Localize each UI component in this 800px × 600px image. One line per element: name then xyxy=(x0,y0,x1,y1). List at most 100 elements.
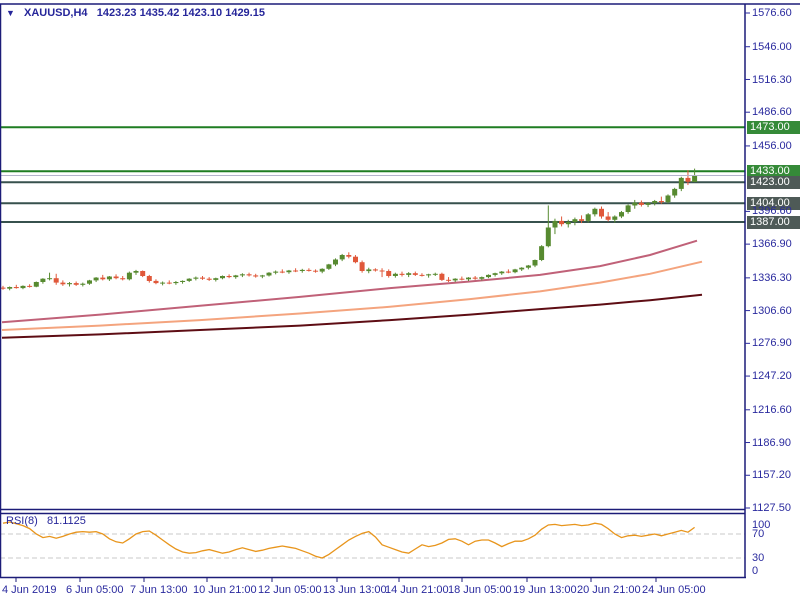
candle-body xyxy=(658,201,664,203)
price-axis-label: 1486.60 xyxy=(752,106,792,119)
rsi-value: 81.1125 xyxy=(46,515,86,527)
bear-candle xyxy=(446,277,452,283)
candle-body xyxy=(599,208,604,217)
time-axis-label: 14 Jun 21:00 xyxy=(385,584,449,596)
candle-body xyxy=(73,283,79,285)
bear-candle xyxy=(60,280,66,286)
price-level-tag: 1433.00 xyxy=(747,164,800,178)
rsi-scale-label: 30 xyxy=(752,552,765,564)
candle-body xyxy=(592,208,598,215)
bull-candle xyxy=(479,276,485,281)
bull-candle xyxy=(80,282,86,287)
candle-body xyxy=(579,219,585,221)
candle-body xyxy=(140,271,146,276)
bull-candle xyxy=(273,270,279,275)
bull-candle xyxy=(652,199,658,206)
candle-body xyxy=(286,270,292,273)
price-axis-label: 1516.30 xyxy=(752,73,792,86)
bear-candle xyxy=(113,274,119,280)
time-axis-label: 12 Jun 05:00 xyxy=(258,584,322,596)
chart-frame xyxy=(0,3,800,579)
bull-candle xyxy=(545,205,551,248)
bull-candle xyxy=(572,217,578,226)
candle-body xyxy=(519,267,525,270)
bull-candle xyxy=(625,204,631,214)
price-axis-label: 1306.60 xyxy=(752,304,792,317)
candle-body xyxy=(605,216,611,220)
bull-candle xyxy=(645,202,651,208)
bull-candle xyxy=(33,281,39,288)
bull-candle xyxy=(432,272,438,276)
price-axis-label: 1576.60 xyxy=(752,7,792,19)
candle-body xyxy=(60,282,66,285)
candle-body xyxy=(353,256,358,263)
price-axis-label: 1336.30 xyxy=(752,271,792,284)
candle-body xyxy=(173,282,179,284)
ma-mid-salmon xyxy=(1,260,703,331)
bull-candle xyxy=(47,272,53,281)
candle-body xyxy=(160,282,166,284)
candle-body xyxy=(27,285,33,287)
bear-candle xyxy=(599,206,604,219)
bull-candle xyxy=(233,274,239,279)
bull-candle xyxy=(552,218,558,235)
rsi-scale-label: 100 xyxy=(752,519,771,531)
candle-body xyxy=(206,278,212,280)
bull-candle xyxy=(193,276,199,281)
bull-candle xyxy=(266,272,272,277)
chart-title: ▼ XAUUSD,H4 1423.23 1435.42 1423.10 1429… xyxy=(6,7,265,19)
candle-body xyxy=(47,278,53,280)
bull-candle xyxy=(160,281,166,286)
price-axis-label: 1276.90 xyxy=(752,337,792,350)
candle-body xyxy=(359,262,365,271)
bull-candle xyxy=(532,259,538,268)
price-level-tag: 1473.00 xyxy=(747,120,800,134)
candle-body xyxy=(565,222,571,225)
bull-candle xyxy=(333,258,338,267)
candle-body xyxy=(372,269,378,271)
bull-candle xyxy=(406,272,412,278)
bull-candle xyxy=(632,199,638,209)
candle-body xyxy=(452,278,458,281)
price-level-tag: 1423.00 xyxy=(747,175,800,189)
candle-body xyxy=(619,212,624,217)
candle-body xyxy=(233,275,239,278)
candle-body xyxy=(585,214,591,221)
ma-slow-maroon xyxy=(1,293,703,339)
bull-candle xyxy=(186,278,192,283)
bull-candle xyxy=(319,268,325,274)
price-chart-plot-area[interactable] xyxy=(0,4,745,510)
time-axis-label: 24 Jun 05:00 xyxy=(642,584,706,596)
bull-candle xyxy=(20,285,26,290)
candle-body xyxy=(399,273,405,275)
candle-body xyxy=(273,271,279,273)
price-axis-label: 1456.00 xyxy=(752,139,792,152)
candle-body xyxy=(525,265,531,268)
bear-candle xyxy=(359,260,365,273)
bull-candle xyxy=(339,253,345,262)
candle-body xyxy=(20,285,26,289)
bull-candle xyxy=(126,271,132,281)
candle-body xyxy=(545,227,551,247)
candle-body xyxy=(665,195,671,203)
candle-body xyxy=(406,273,412,275)
price-axis-label: 1216.60 xyxy=(752,403,792,416)
candle-body xyxy=(93,277,99,281)
candle-body xyxy=(505,271,511,273)
candle-body xyxy=(53,278,59,283)
candle-body xyxy=(492,273,498,275)
bear-candle xyxy=(605,212,611,222)
bear-candle xyxy=(146,274,152,283)
collapse-ohlc-triangle-icon[interactable]: ▼ xyxy=(6,8,15,18)
horizontal-levels-layer xyxy=(0,126,745,223)
ma-fast-rose xyxy=(1,239,698,324)
candle-body xyxy=(226,276,232,278)
bear-candle xyxy=(685,170,691,186)
rsi-scale-label: 70 xyxy=(752,528,765,540)
bear-candle xyxy=(140,270,146,278)
bear-candle xyxy=(346,252,352,259)
bear-candle xyxy=(253,273,259,278)
rsi-indicator-subwindow[interactable] xyxy=(0,514,745,578)
bull-candle xyxy=(619,210,624,219)
